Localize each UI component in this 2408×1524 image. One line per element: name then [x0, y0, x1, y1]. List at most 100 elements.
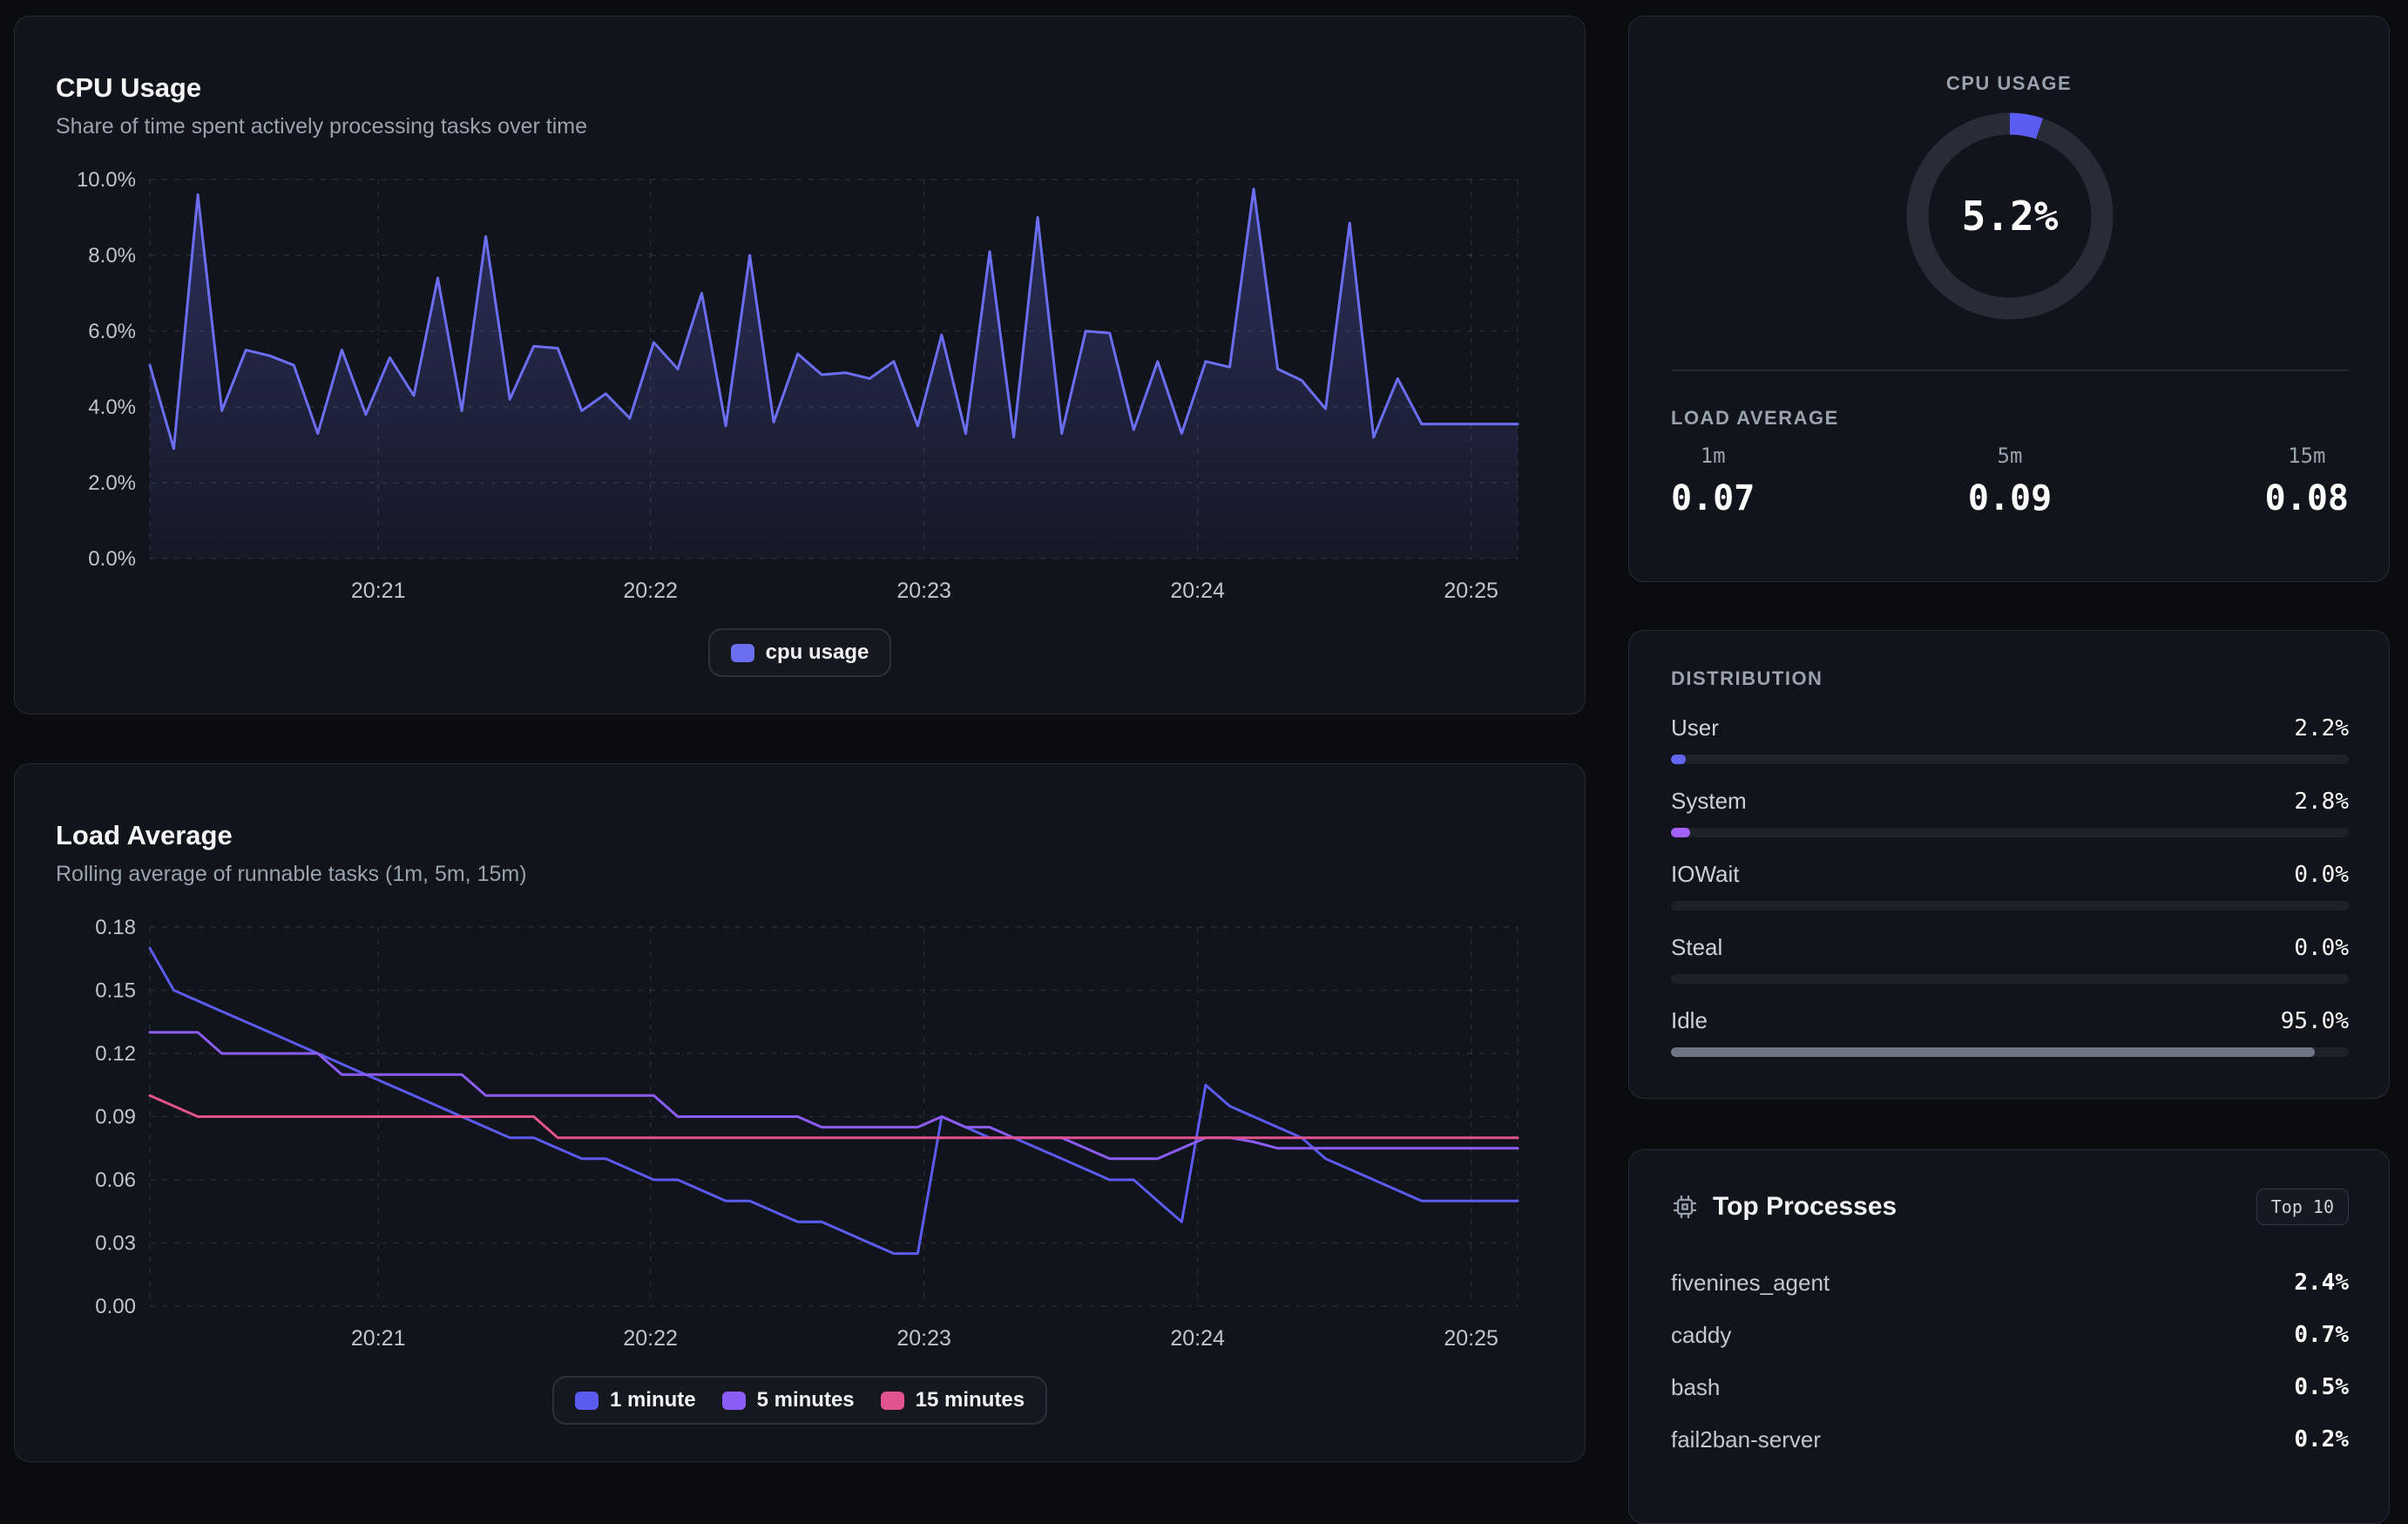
distribution-row-system: System 2.8%: [1671, 788, 2349, 861]
legend-item-15-minutes[interactable]: 15 minutes: [880, 1388, 1025, 1412]
load-value: 0.09: [1967, 478, 2053, 518]
distribution-bar-fill: [1671, 828, 1690, 837]
distribution-label: User: [1671, 715, 1719, 741]
process-list: fivenines_agent 2.4% caddy 0.7% bash 0.5% fail…: [1671, 1256, 2349, 1466]
legend-item-1-minute[interactable]: 1 minute: [574, 1388, 696, 1412]
distribution-value: 95.0%: [2280, 1008, 2349, 1034]
distribution-header: DISTRIBUTION: [1671, 667, 1823, 689]
y-axis-tick-label: 0.03: [95, 1232, 136, 1256]
legend-label: cpu usage: [765, 640, 869, 664]
cpu-card-subtitle: Share of time spent actively processing …: [56, 114, 587, 139]
distribution-rows: User 2.2% System 2.8% IOWait 0.0% Steal 0.0% Idl…: [1671, 715, 2349, 1080]
x-axis-tick-label: 20:23: [896, 1326, 951, 1351]
distribution-value: 2.8%: [2294, 789, 2349, 815]
legend-label: 1 minute: [609, 1388, 696, 1412]
legend-swatch: [574, 1391, 599, 1410]
series-line-5-minutes: [148, 1031, 1519, 1161]
load-value: 0.08: [2264, 478, 2349, 518]
distribution-row-idle: Idle 95.0%: [1671, 1007, 2349, 1080]
y-axis-tick-label: 4.0%: [88, 396, 136, 419]
y-axis-tick-label: 0.09: [95, 1106, 136, 1129]
x-axis-tick-label: 20:24: [1170, 1326, 1225, 1351]
y-axis-tick-label: 0.15: [95, 979, 136, 1003]
x-axis-tick-label: 20:24: [1170, 579, 1225, 603]
process-name: fivenines_agent: [1671, 1269, 1830, 1296]
load-card-subtitle: Rolling average of runnable tasks (1m, 5…: [56, 862, 527, 886]
x-axis-tick-label: 20:21: [351, 579, 406, 603]
distribution-bar-track: [1671, 901, 2349, 911]
x-axis-tick-label: 20:22: [623, 1326, 678, 1351]
series-line-cpu-usage: [148, 187, 1519, 450]
distribution-row-steal: Steal 0.0%: [1671, 934, 2349, 1007]
distribution-bar-fill: [1671, 1047, 2316, 1057]
load-average-values: 1m 0.07 5m 0.09 15m 0.08: [1671, 444, 2349, 518]
y-axis-tick-label: 6.0%: [88, 320, 136, 343]
distribution-label: IOWait: [1671, 861, 1740, 887]
cpu-usage-chart: 10.0% 8.0% 6.0% 4.0% 2.0% 0.0% 20:21 20:22 20:23…: [77, 168, 1519, 603]
gauge-value: 5.2%: [1961, 193, 2059, 240]
gauge-header: CPU USAGE: [1945, 72, 2073, 94]
legend-item-cpu-usage[interactable]: cpu usage: [730, 640, 869, 665]
distribution-label: Idle: [1671, 1007, 1708, 1033]
y-axis-tick-label: 2.0%: [88, 471, 136, 495]
process-name: bash: [1671, 1373, 1721, 1400]
x-axis-tick-label: 20:23: [896, 579, 951, 603]
legend-swatch: [721, 1391, 746, 1410]
top-processes-card: Top Processes Top 10 fivenines_agent 2.4%…: [1628, 1149, 2390, 1524]
distribution-bar-track: [1671, 1047, 2349, 1057]
y-axis-tick-label: 0.18: [95, 916, 136, 939]
distribution-line: Steal 0.0%: [1671, 934, 2349, 961]
gauge-arc: [1906, 112, 2114, 320]
distribution-bar-fill: [1671, 755, 1687, 764]
process-row: bash 0.5%: [1671, 1361, 2349, 1413]
top-processes-header: Top Processes Top 10: [1671, 1189, 2349, 1225]
legend-swatch: [730, 643, 754, 662]
cpu-usage-card: CPU Usage Share of time spent actively p…: [14, 16, 1586, 715]
cpu-gauge-card: CPU USAGE 5.2% LOAD AVERAGE 1m 0.07 5m 0.09…: [1628, 16, 2390, 582]
y-axis-tick-label: 0.06: [95, 1168, 136, 1192]
load-average-header: LOAD AVERAGE: [1671, 407, 1839, 429]
distribution-label: System: [1671, 788, 1747, 814]
process-name: fail2ban-server: [1671, 1426, 1821, 1453]
distribution-card: DISTRIBUTION User 2.2% System 2.8% IOWait 0.0…: [1628, 630, 2390, 1099]
load-value: 0.07: [1671, 478, 1755, 518]
x-axis-tick-label: 20:22: [623, 579, 678, 603]
top-10-badge: Top 10: [2256, 1189, 2349, 1225]
distribution-bar-track: [1671, 974, 2349, 984]
y-axis-tick-label: 0.0%: [88, 547, 136, 571]
load-window-label: 15m: [2288, 444, 2326, 468]
divider: [1671, 369, 2349, 371]
distribution-line: IOWait 0.0%: [1671, 861, 2349, 888]
y-axis-tick-label: 10.0%: [77, 168, 136, 192]
series-line-1-minute: [148, 946, 1519, 1256]
cpu-chip-icon: [1673, 1195, 1697, 1219]
distribution-value: 0.0%: [2294, 862, 2349, 888]
process-row: fivenines_agent 2.4%: [1671, 1256, 2349, 1309]
legend-label: 15 minutes: [915, 1388, 1025, 1412]
cpu-chart-legend: cpu usage: [15, 628, 1585, 677]
load-window-label: 5m: [1997, 444, 2023, 468]
load-cell-1m: 1m 0.07: [1671, 444, 1755, 518]
distribution-row-user: User 2.2%: [1671, 715, 2349, 788]
process-row: fail2ban-server 0.2%: [1671, 1413, 2349, 1466]
distribution-row-iowait: IOWait 0.0%: [1671, 861, 2349, 934]
distribution-value: 0.0%: [2294, 935, 2349, 961]
legend-swatch: [880, 1391, 904, 1410]
load-average-chart: 0.18 0.15 0.12 0.09 0.06 0.03 0.00 20:21 20:22 20…: [95, 916, 1519, 1351]
load-window-label: 1m: [1700, 444, 1726, 468]
x-axis-tick-label: 20:21: [351, 1326, 406, 1351]
process-cpu-value: 2.4%: [2294, 1270, 2349, 1296]
y-axis-tick-label: 0.00: [95, 1295, 136, 1318]
legend-pill: cpu usage: [707, 628, 892, 677]
distribution-line: Idle 95.0%: [1671, 1007, 2349, 1034]
cpu-usage-gauge: [1906, 112, 2114, 320]
process-name: caddy: [1671, 1321, 1732, 1348]
load-cell-15m: 15m 0.08: [2265, 444, 2349, 518]
process-cpu-value: 0.7%: [2294, 1322, 2349, 1348]
legend-item-5-minutes[interactable]: 5 minutes: [721, 1388, 855, 1412]
distribution-line: User 2.2%: [1671, 715, 2349, 742]
process-row: caddy 0.7%: [1671, 1309, 2349, 1361]
x-axis-tick-label: 20:25: [1444, 1326, 1498, 1351]
load-cell-5m: 5m 0.09: [1968, 444, 2052, 518]
y-axis-tick-label: 0.12: [95, 1042, 136, 1066]
